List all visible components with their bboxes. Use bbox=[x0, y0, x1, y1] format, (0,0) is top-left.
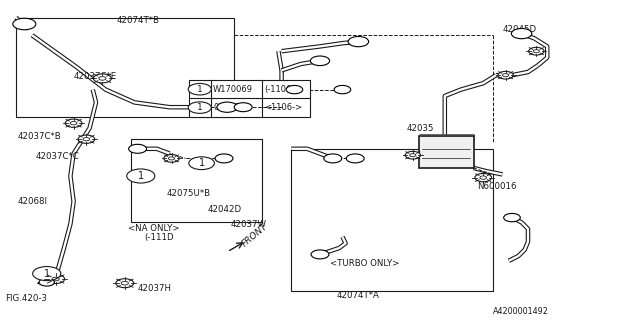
Circle shape bbox=[39, 278, 54, 286]
Circle shape bbox=[310, 56, 330, 66]
Text: <TURBO ONLY>: <TURBO ONLY> bbox=[330, 260, 399, 268]
Circle shape bbox=[188, 102, 211, 113]
Text: 1: 1 bbox=[197, 85, 203, 94]
Text: FIG.420-3: FIG.420-3 bbox=[5, 294, 47, 303]
Text: 0923S*B: 0923S*B bbox=[213, 103, 250, 112]
Circle shape bbox=[189, 157, 214, 170]
Bar bbox=[291, 149, 493, 291]
Circle shape bbox=[311, 250, 329, 259]
Circle shape bbox=[116, 279, 134, 288]
Circle shape bbox=[234, 103, 252, 112]
Text: 42042D: 42042D bbox=[208, 205, 242, 214]
Circle shape bbox=[93, 74, 111, 83]
Text: 42037C*C: 42037C*C bbox=[35, 152, 79, 161]
Circle shape bbox=[475, 173, 492, 182]
Circle shape bbox=[188, 84, 211, 95]
Text: W170069: W170069 bbox=[213, 85, 253, 94]
Text: FRONT: FRONT bbox=[240, 222, 269, 249]
Circle shape bbox=[217, 102, 237, 112]
Circle shape bbox=[498, 71, 513, 79]
Text: <1106->: <1106-> bbox=[264, 103, 302, 112]
Circle shape bbox=[65, 119, 82, 127]
Text: A4200001492: A4200001492 bbox=[493, 307, 549, 316]
Circle shape bbox=[324, 154, 342, 163]
Bar bbox=[189, 80, 310, 117]
Circle shape bbox=[405, 151, 420, 159]
Text: N600016: N600016 bbox=[477, 182, 516, 191]
Text: (-1106): (-1106) bbox=[264, 85, 295, 94]
Text: 42037W: 42037W bbox=[230, 220, 266, 229]
Circle shape bbox=[78, 135, 95, 143]
Text: 42035: 42035 bbox=[406, 124, 434, 133]
Text: 1: 1 bbox=[198, 158, 205, 168]
Bar bbox=[131, 139, 262, 222]
Circle shape bbox=[346, 154, 364, 163]
Circle shape bbox=[504, 213, 520, 222]
Bar bbox=[16, 18, 234, 117]
Text: <NA ONLY>: <NA ONLY> bbox=[128, 224, 179, 233]
Circle shape bbox=[529, 47, 544, 55]
Circle shape bbox=[129, 144, 147, 153]
Text: 42037H: 42037H bbox=[138, 284, 172, 293]
Text: 1: 1 bbox=[197, 103, 203, 112]
Bar bbox=[419, 136, 474, 168]
Text: 1: 1 bbox=[138, 171, 144, 181]
Text: 42074T*A: 42074T*A bbox=[337, 291, 380, 300]
Text: 1: 1 bbox=[44, 268, 50, 279]
Circle shape bbox=[511, 28, 532, 39]
Text: 42068I: 42068I bbox=[18, 197, 48, 206]
Text: 42037C*E: 42037C*E bbox=[74, 72, 117, 81]
Circle shape bbox=[348, 36, 369, 47]
Circle shape bbox=[215, 154, 233, 163]
Circle shape bbox=[286, 85, 303, 94]
Text: 42037C*B: 42037C*B bbox=[18, 132, 61, 140]
Circle shape bbox=[164, 155, 179, 162]
Circle shape bbox=[13, 18, 36, 30]
Circle shape bbox=[334, 85, 351, 94]
Circle shape bbox=[47, 275, 65, 284]
Text: 42045D: 42045D bbox=[502, 25, 536, 34]
Circle shape bbox=[127, 169, 155, 183]
Text: 42075U*B: 42075U*B bbox=[166, 189, 211, 198]
Text: 42074T*B: 42074T*B bbox=[116, 16, 159, 25]
Text: (-111D: (-111D bbox=[145, 233, 174, 242]
Circle shape bbox=[33, 267, 61, 281]
